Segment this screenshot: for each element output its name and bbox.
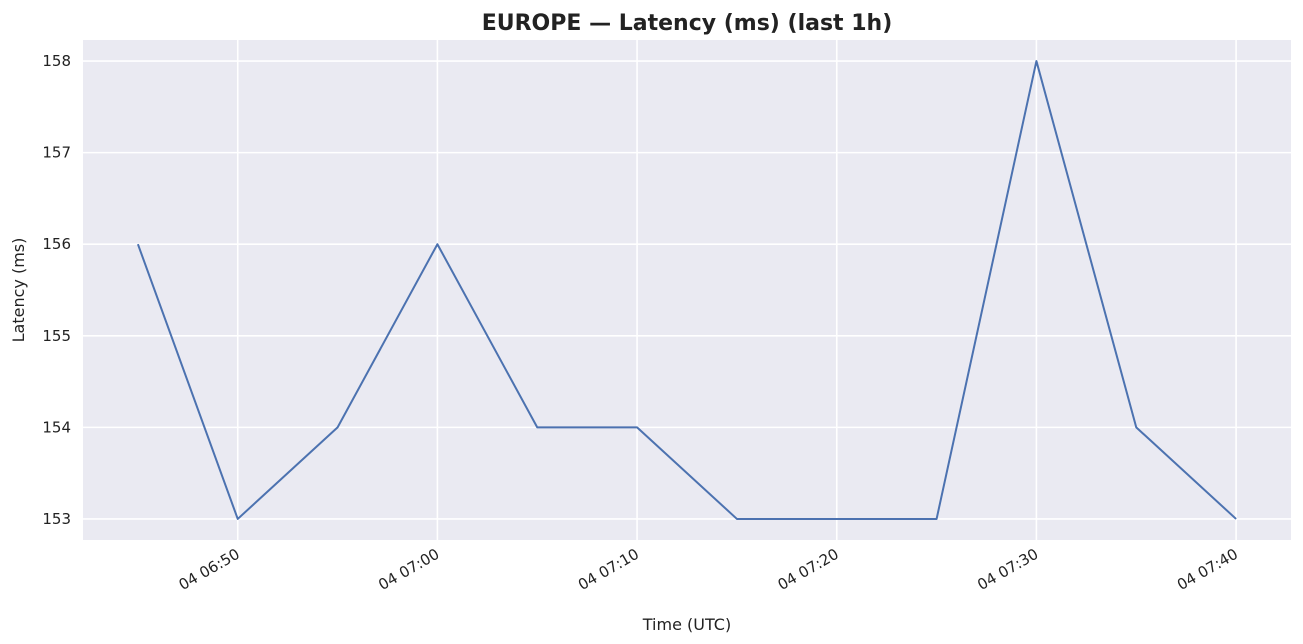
grid-lines — [83, 40, 1291, 540]
y-tick-labels: 153 154 155 156 157 158 — [42, 52, 71, 528]
y-axis-label: Latency (ms) — [9, 238, 28, 343]
x-tick-label: 04 07:40 — [1174, 545, 1241, 594]
x-axis-label: Time (UTC) — [642, 615, 731, 634]
x-tick-label: 04 07:20 — [775, 545, 842, 594]
chart-title: EUROPE — Latency (ms) (last 1h) — [482, 11, 893, 36]
x-tick-label: 04 07:10 — [575, 545, 642, 594]
plot-area — [83, 40, 1291, 540]
y-tick-label: 153 — [42, 510, 71, 528]
x-tick-label: 04 07:00 — [375, 545, 442, 594]
y-tick-label: 155 — [42, 327, 71, 345]
y-tick-label: 156 — [42, 235, 71, 253]
series-layer — [136, 60, 1237, 520]
x-tick-label: 04 06:50 — [176, 545, 243, 594]
y-tick-label: 154 — [42, 418, 71, 436]
x-tick-label: 04 07:30 — [974, 545, 1041, 594]
x-tick-labels: 04 06:50 04 07:00 04 07:10 04 07:20 04 07:30… — [176, 545, 1241, 594]
series-line — [136, 60, 1237, 520]
y-tick-label: 157 — [42, 144, 71, 162]
y-tick-label: 158 — [42, 52, 71, 70]
